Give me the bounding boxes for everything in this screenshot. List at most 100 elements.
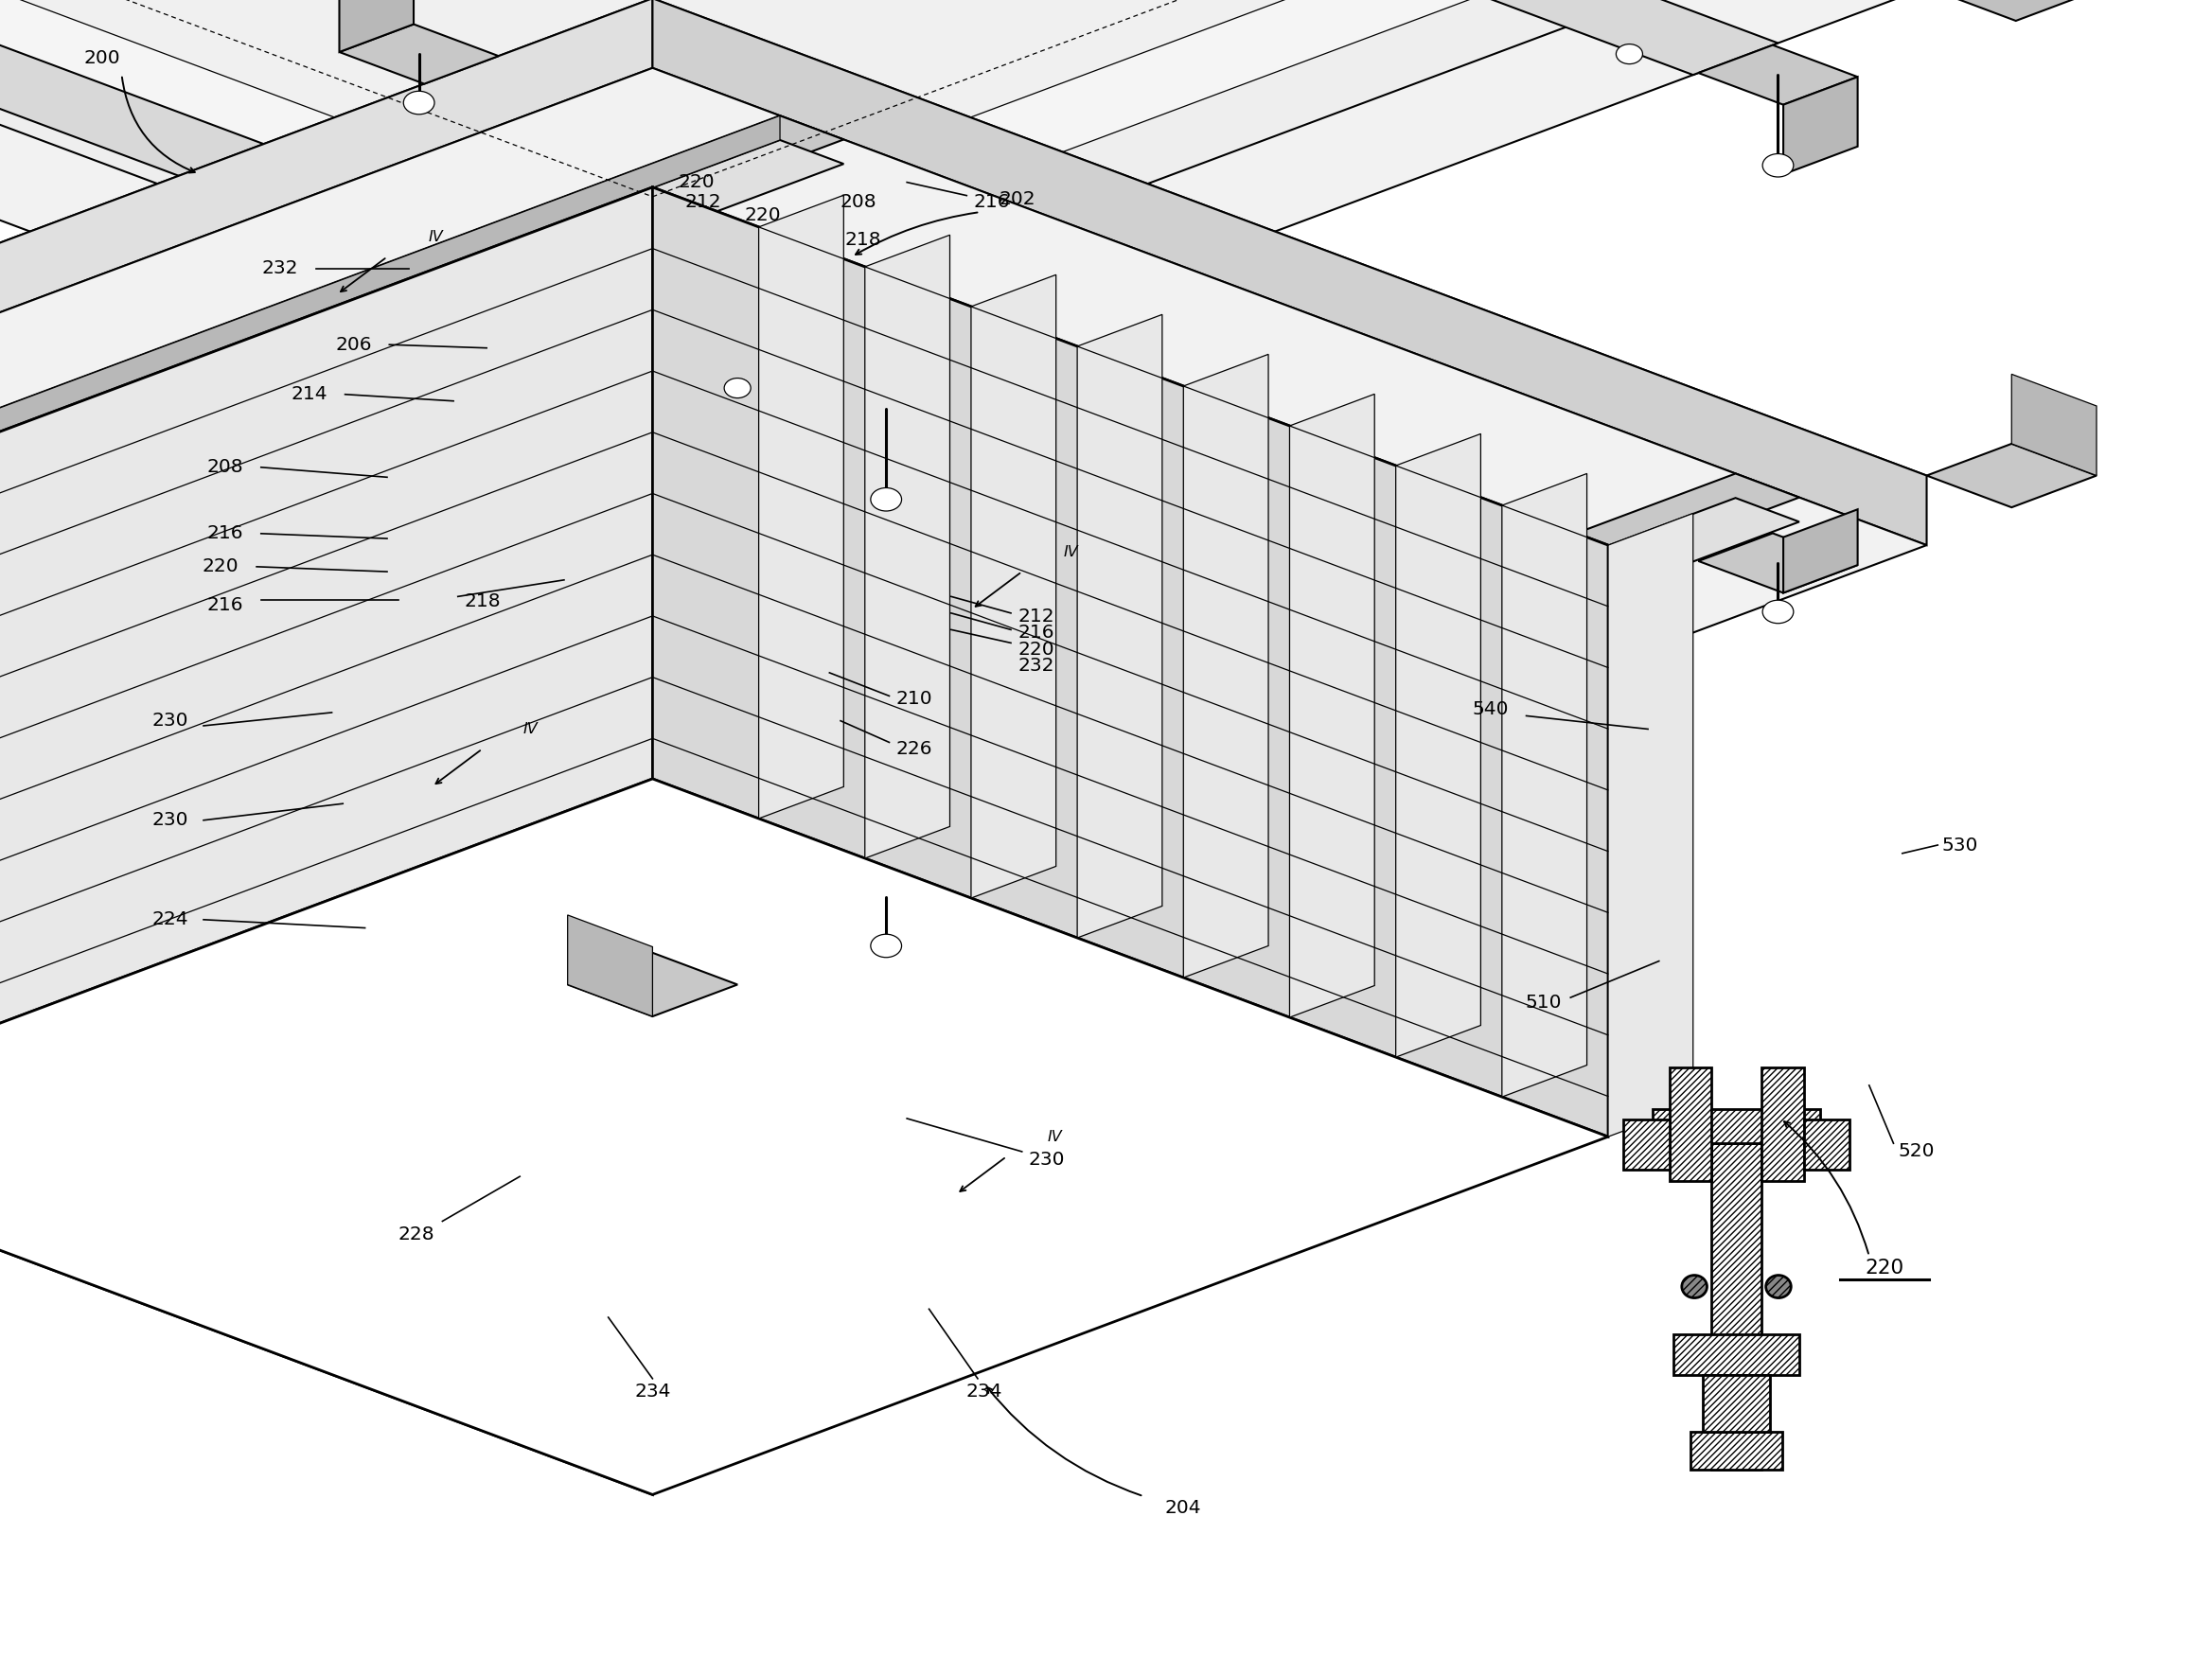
Polygon shape (15, 0, 1290, 237)
Text: 216: 216 (208, 597, 243, 613)
Text: 214: 214 (290, 386, 327, 403)
Polygon shape (653, 187, 1608, 1137)
Text: 204: 204 (1166, 1500, 1201, 1516)
Text: 228: 228 (398, 1226, 434, 1243)
Polygon shape (462, 474, 1798, 974)
Polygon shape (1502, 474, 1586, 1097)
Polygon shape (807, 867, 967, 926)
Text: 206: 206 (336, 336, 372, 353)
Circle shape (872, 935, 902, 958)
Polygon shape (564, 464, 741, 532)
Circle shape (723, 378, 750, 398)
Text: IV: IV (1064, 545, 1077, 558)
Polygon shape (1624, 1120, 1670, 1170)
Circle shape (1617, 45, 1644, 65)
Polygon shape (0, 187, 653, 1137)
Polygon shape (1712, 1143, 1761, 1470)
Polygon shape (0, 0, 1927, 464)
Polygon shape (891, 843, 967, 926)
Polygon shape (1396, 434, 1480, 1057)
Circle shape (1763, 154, 1794, 177)
Text: 234: 234 (635, 1384, 670, 1400)
Polygon shape (568, 953, 737, 1016)
Polygon shape (807, 379, 967, 439)
Text: 510: 510 (1526, 994, 1562, 1011)
Text: 530: 530 (1942, 837, 1978, 853)
Text: 220: 220 (679, 174, 714, 191)
Text: 220: 220 (1865, 1258, 1905, 1278)
Polygon shape (564, 449, 653, 532)
Polygon shape (971, 275, 1055, 898)
Text: 230: 230 (153, 713, 188, 729)
Text: 218: 218 (845, 232, 880, 249)
Polygon shape (338, 0, 414, 51)
Polygon shape (1183, 355, 1267, 978)
Polygon shape (2011, 374, 2097, 476)
Text: 212: 212 (1018, 608, 1055, 625)
Polygon shape (418, 0, 1778, 75)
Polygon shape (0, 139, 843, 641)
Text: 202: 202 (1000, 191, 1035, 207)
Polygon shape (891, 411, 967, 509)
Text: 520: 520 (1898, 1143, 1933, 1160)
Polygon shape (1803, 1120, 1849, 1170)
Polygon shape (1927, 444, 2097, 507)
Text: 540: 540 (1473, 701, 1509, 717)
Text: 230: 230 (1029, 1152, 1064, 1168)
Text: 230: 230 (153, 812, 188, 828)
Text: 216: 216 (973, 194, 1009, 210)
Text: 220: 220 (1018, 641, 1055, 658)
Polygon shape (1783, 76, 1858, 174)
Polygon shape (0, 0, 1502, 305)
Polygon shape (0, 116, 781, 616)
Polygon shape (1927, 0, 2106, 22)
Polygon shape (1699, 45, 1858, 104)
Text: 200: 200 (84, 50, 122, 66)
Polygon shape (1670, 1067, 1712, 1181)
Polygon shape (1783, 509, 1858, 593)
Polygon shape (1290, 394, 1374, 1017)
Text: 208: 208 (206, 459, 243, 476)
Circle shape (872, 487, 902, 510)
Polygon shape (1608, 514, 1692, 1137)
Polygon shape (0, 0, 1672, 370)
Polygon shape (1077, 315, 1161, 938)
Text: 220: 220 (201, 558, 239, 575)
Text: IV: IV (429, 230, 442, 244)
Text: 220: 220 (745, 207, 781, 224)
Text: 208: 208 (841, 194, 876, 210)
Text: 216: 216 (208, 525, 243, 542)
Text: 224: 224 (150, 911, 188, 928)
Polygon shape (0, 187, 1608, 903)
Polygon shape (653, 0, 1927, 545)
Text: 226: 226 (896, 741, 931, 757)
Text: 218: 218 (465, 593, 502, 610)
Polygon shape (568, 915, 653, 1016)
Polygon shape (1672, 1334, 1801, 1375)
Polygon shape (0, 0, 887, 409)
Ellipse shape (1765, 1276, 1792, 1297)
Text: 234: 234 (967, 1384, 1002, 1400)
Polygon shape (1652, 1109, 1820, 1143)
Text: 212: 212 (686, 194, 721, 210)
Polygon shape (338, 25, 498, 85)
Polygon shape (759, 196, 843, 819)
Polygon shape (462, 497, 1798, 999)
Circle shape (403, 91, 434, 114)
Circle shape (1763, 600, 1794, 623)
Ellipse shape (1681, 1276, 1708, 1297)
Text: IV: IV (1048, 1130, 1062, 1143)
Polygon shape (0, 68, 1927, 1022)
Text: 216: 216 (1018, 625, 1053, 641)
Polygon shape (1761, 1067, 1803, 1181)
Polygon shape (0, 0, 653, 545)
Polygon shape (865, 235, 949, 858)
Polygon shape (0, 0, 1927, 953)
Text: 210: 210 (896, 691, 933, 708)
Polygon shape (1703, 1375, 1770, 1432)
Polygon shape (1699, 534, 1858, 593)
Polygon shape (0, 779, 1608, 1495)
Polygon shape (1690, 1432, 1783, 1470)
Text: IV: IV (524, 722, 538, 736)
Polygon shape (0, 0, 1927, 381)
